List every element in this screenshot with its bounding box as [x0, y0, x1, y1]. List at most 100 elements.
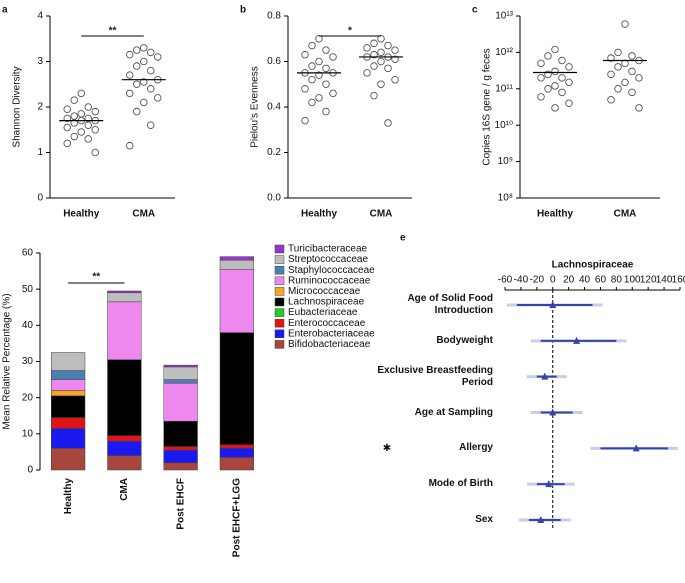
bar-segment	[51, 395, 86, 418]
data-point	[391, 46, 399, 54]
data-point	[628, 88, 636, 97]
x-tick-label: CMA	[614, 209, 637, 220]
bar-segment	[107, 455, 142, 471]
data-point	[614, 63, 622, 71]
y-tick-label: 0	[37, 193, 43, 204]
data-point	[70, 112, 78, 120]
data-point	[628, 52, 636, 60]
x-tick-label: 80	[611, 275, 623, 286]
row-label-box: Bodyweight	[365, 327, 493, 355]
row-label-wrap: Age of Solid Food Introduction	[365, 291, 493, 319]
y-tick-label: 50	[22, 284, 34, 295]
y-tick-label: 0.4	[267, 102, 281, 113]
significance-label: **	[92, 272, 100, 283]
row-label-box: Age at Sampling	[414, 406, 493, 418]
data-point	[63, 123, 72, 132]
data-point	[384, 41, 392, 50]
x-tick-label: 120	[640, 275, 657, 286]
legend-swatch	[274, 265, 285, 275]
row-label-wrap: Bodyweight	[365, 327, 493, 355]
bar-segment	[163, 420, 198, 447]
data-point	[153, 53, 162, 61]
bar-segment	[51, 379, 86, 391]
estimate-marker	[545, 480, 553, 488]
bar-segment	[163, 449, 198, 464]
x-tick-label: -40	[514, 275, 529, 286]
data-point	[551, 104, 559, 112]
bar-segment	[107, 435, 142, 442]
y-tick-label: 10¹³	[495, 11, 513, 22]
legend-label: Micrococcaceae	[288, 286, 361, 297]
data-point	[377, 57, 385, 66]
data-point	[544, 52, 552, 60]
data-point	[146, 48, 155, 57]
data-point	[70, 132, 78, 141]
bar-segment	[51, 390, 86, 397]
y-tick-label: 20	[22, 392, 34, 403]
bar-segment	[219, 448, 254, 458]
data-point	[391, 75, 399, 84]
bar-segment	[219, 457, 254, 471]
y-tick-label: 30	[22, 356, 34, 367]
data-point	[558, 74, 566, 82]
x-tick-label: Healthy	[63, 478, 74, 515]
y-tick-label: 0.0	[267, 193, 281, 204]
data-point	[77, 110, 85, 118]
legend-swatch	[274, 308, 285, 317]
y-tick-label: 4	[37, 11, 43, 22]
data-point	[363, 69, 371, 77]
data-point	[91, 125, 99, 134]
bar-segment	[51, 448, 86, 471]
data-point	[84, 135, 92, 143]
y-axis-label: Shannon Diversity	[12, 66, 23, 147]
bar-segment	[107, 290, 142, 294]
row-label-box: Mode of Birth	[429, 478, 493, 489]
data-point	[391, 55, 399, 63]
y-tick-label: 1	[37, 147, 43, 158]
x-tick-label: 60	[595, 275, 607, 286]
row-label: Age of Solid Food Introduction	[407, 293, 493, 316]
x-tick-label: Post EHCF+LGG	[232, 478, 243, 557]
x-tick-label: 40	[579, 275, 591, 286]
legend-swatch	[274, 287, 285, 296]
data-point	[139, 44, 148, 52]
y-axis-label: Pielou's Evenness	[250, 66, 261, 147]
x-tick-label: 20	[563, 275, 575, 286]
x-tick-label: 160	[672, 275, 685, 286]
data-point	[91, 148, 99, 157]
legend-label: Staphylococcaceae	[288, 265, 375, 276]
y-tick-label: 10¹²	[495, 47, 513, 58]
y-tick-label: 10⁹	[498, 156, 513, 167]
data-point	[607, 96, 615, 104]
y-tick-label: 10¹¹	[495, 83, 513, 94]
y-tick-label: 0.6	[267, 56, 281, 67]
row-label: Allergy	[459, 442, 493, 454]
data-point	[146, 121, 155, 129]
data-point	[63, 139, 72, 148]
estimate-marker	[541, 372, 549, 380]
data-point	[635, 104, 643, 112]
data-point	[384, 64, 392, 73]
row-label-wrap: Sex	[365, 506, 493, 534]
x-tick-label: Healthy	[537, 209, 574, 220]
data-point	[139, 57, 148, 66]
legend-label: Enterobacteriaceae	[288, 328, 375, 339]
significance-label: *	[348, 26, 352, 37]
legend-label: Lachnospiraceae	[288, 297, 365, 308]
bar-segment	[51, 428, 86, 449]
data-point	[537, 59, 545, 68]
data-point	[315, 35, 323, 43]
data-point	[315, 94, 323, 102]
data-point	[628, 67, 636, 76]
data-point	[551, 45, 559, 54]
data-point	[322, 107, 330, 116]
bar-segment	[163, 379, 198, 384]
data-point	[84, 121, 92, 129]
legend-label: Ruminococcaceae	[288, 275, 371, 286]
estimate-marker	[632, 444, 640, 452]
y-tick-label: 2	[37, 102, 43, 113]
data-point	[614, 85, 622, 93]
legend-label: Streptococcaceae	[288, 254, 368, 265]
bar-segment	[163, 364, 198, 368]
row-label: Age at Sampling	[414, 406, 493, 418]
